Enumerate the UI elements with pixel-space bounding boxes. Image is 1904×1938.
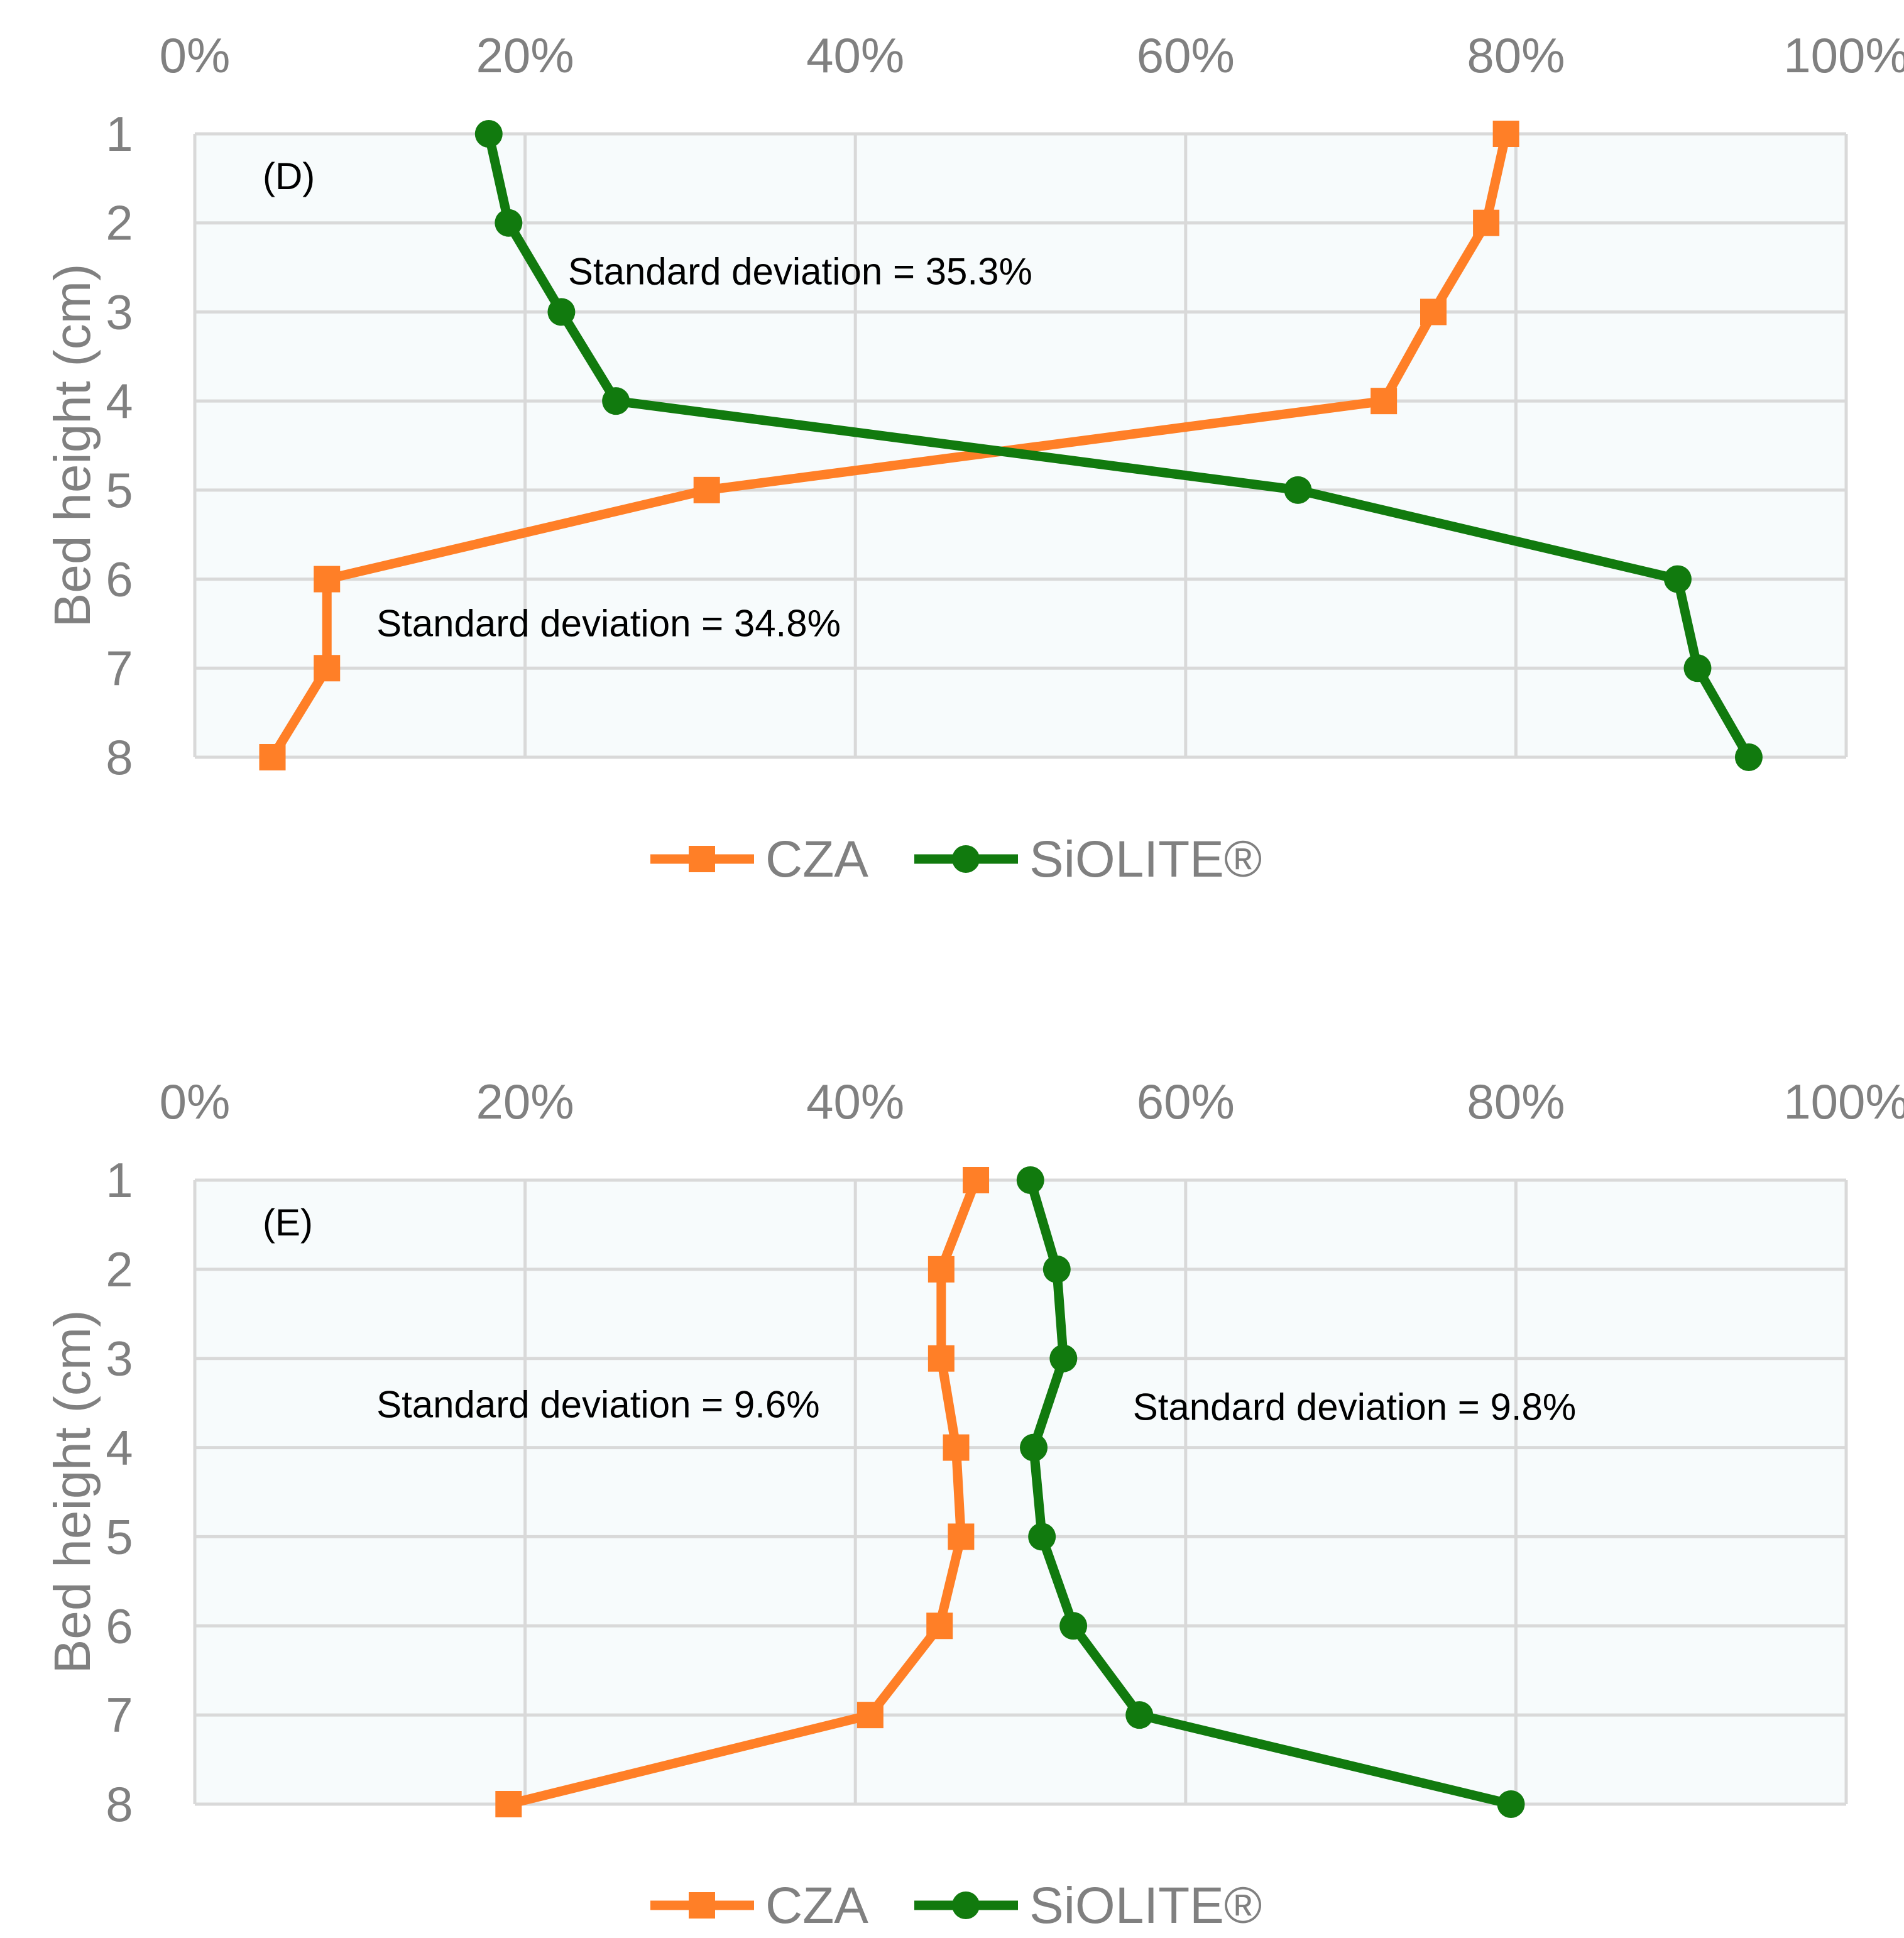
- data-point-siolite: [1497, 1790, 1525, 1818]
- chart-panel-d: 0% 20% 40% 60% 80% 100% 1 2 3 4 5 6 7 8 Bed height (cm…: [44, 28, 1904, 888]
- y-tick-label: 4: [106, 373, 133, 429]
- y-tick-label: 3: [106, 284, 133, 339]
- std-deviation-annotation: Standard deviation = 9.8%: [1133, 1386, 1577, 1428]
- legend-marker-cza: [689, 1892, 715, 1919]
- x-tick-label: 60%: [1137, 1074, 1235, 1129]
- panel-label: (E): [263, 1202, 313, 1244]
- y-tick-label: 7: [106, 1687, 133, 1743]
- data-point-cza: [926, 1612, 953, 1640]
- std-deviation-annotation: Standard deviation = 34.8%: [376, 602, 841, 644]
- data-point-siolite: [547, 298, 576, 326]
- panel-label: (D): [263, 155, 315, 197]
- x-tick-label: 20%: [476, 28, 574, 83]
- x-tick-label: 80%: [1467, 1074, 1565, 1129]
- series-line: [268, 133, 1511, 760]
- data-point-siolite: [1284, 476, 1312, 504]
- plot-area: [195, 1180, 1846, 1804]
- data-point-cza: [495, 1791, 522, 1817]
- y-tick-label: 6: [106, 552, 133, 607]
- data-point-cza: [1371, 388, 1398, 415]
- x-tick-label: 0%: [160, 28, 231, 83]
- legend-marker-cza: [689, 846, 715, 872]
- legend-label-siolite: SiOLITE®: [1029, 831, 1262, 888]
- series-cza: [495, 1167, 990, 1817]
- legend: CZA SiOLITE®: [650, 1877, 1262, 1934]
- data-point-cza: [948, 1523, 975, 1550]
- data-point-cza: [693, 476, 720, 503]
- data-point-cza: [963, 1167, 990, 1193]
- series-line: [484, 133, 1753, 760]
- data-point-cza: [1492, 121, 1519, 147]
- legend-marker-siolite: [952, 1891, 980, 1919]
- legend-label-cza: CZA: [765, 831, 868, 888]
- data-point-siolite: [1663, 565, 1692, 593]
- series-line: [1026, 1178, 1513, 1809]
- x-tick-label: 40%: [806, 28, 904, 83]
- data-point-cza: [927, 1256, 955, 1283]
- data-point-cza: [856, 1702, 884, 1729]
- x-tick-label: 100%: [1783, 1074, 1904, 1129]
- y-tick-label: 4: [106, 1420, 133, 1475]
- x-tick-label: 100%: [1783, 28, 1904, 83]
- data-point-cza: [314, 655, 341, 682]
- y-tick-label: 5: [106, 1509, 133, 1564]
- data-point-siolite: [1059, 1612, 1088, 1640]
- data-point-siolite: [1016, 1166, 1044, 1194]
- legend-label-siolite: SiOLITE®: [1029, 1877, 1262, 1934]
- x-tick-label: 80%: [1467, 28, 1565, 83]
- data-point-cza: [259, 744, 286, 770]
- data-point-siolite: [1049, 1344, 1078, 1372]
- y-axis-label: Bed height (cm): [44, 1310, 101, 1674]
- data-point-cza: [1473, 209, 1500, 236]
- y-axis-label: Bed height (cm): [44, 264, 101, 628]
- chart-panel-e: 0% 20% 40% 60% 80% 100% 1 2 3 4 5 6 7 8 Bed height (cm…: [44, 1074, 1904, 1934]
- data-point-siolite: [1683, 654, 1712, 682]
- y-tick-label: 3: [106, 1331, 133, 1386]
- data-point-cza: [1420, 298, 1447, 326]
- data-point-cza: [943, 1434, 970, 1461]
- data-point-siolite: [1042, 1255, 1071, 1283]
- series-line: [507, 1178, 981, 1809]
- data-point-cza: [314, 566, 341, 593]
- x-tick-label: 20%: [476, 1074, 574, 1129]
- data-point-siolite: [474, 120, 503, 148]
- y-tick-label: 6: [106, 1598, 133, 1653]
- data-point-siolite: [1125, 1701, 1154, 1729]
- legend-label-cza: CZA: [765, 1877, 868, 1934]
- data-point-siolite: [1734, 743, 1763, 771]
- data-point-siolite: [602, 387, 630, 415]
- y-tick-label: 1: [106, 1152, 133, 1208]
- y-tick-label: 2: [106, 195, 133, 251]
- legend-marker-siolite: [952, 845, 980, 873]
- data-point-siolite: [495, 209, 523, 237]
- std-deviation-annotation: Standard deviation = 9.6%: [376, 1383, 820, 1425]
- y-tick-label: 5: [106, 463, 133, 518]
- data-point-siolite: [1028, 1523, 1056, 1551]
- series-siolite: [474, 120, 1763, 771]
- y-tick-label: 2: [106, 1242, 133, 1297]
- series-siolite: [1016, 1166, 1525, 1818]
- x-tick-label: 60%: [1137, 28, 1235, 83]
- data-point-cza: [927, 1345, 955, 1372]
- y-tick-label: 8: [106, 1776, 133, 1832]
- x-tick-label: 40%: [806, 1074, 904, 1129]
- series-cza: [259, 121, 1519, 770]
- std-deviation-annotation: Standard deviation = 35.3%: [568, 251, 1032, 293]
- legend: CZA SiOLITE®: [650, 831, 1262, 888]
- data-point-siolite: [1020, 1433, 1048, 1462]
- x-tick-label: 0%: [160, 1074, 231, 1129]
- y-tick-label: 8: [106, 730, 133, 785]
- y-tick-label: 1: [106, 106, 133, 162]
- y-tick-label: 7: [106, 640, 133, 696]
